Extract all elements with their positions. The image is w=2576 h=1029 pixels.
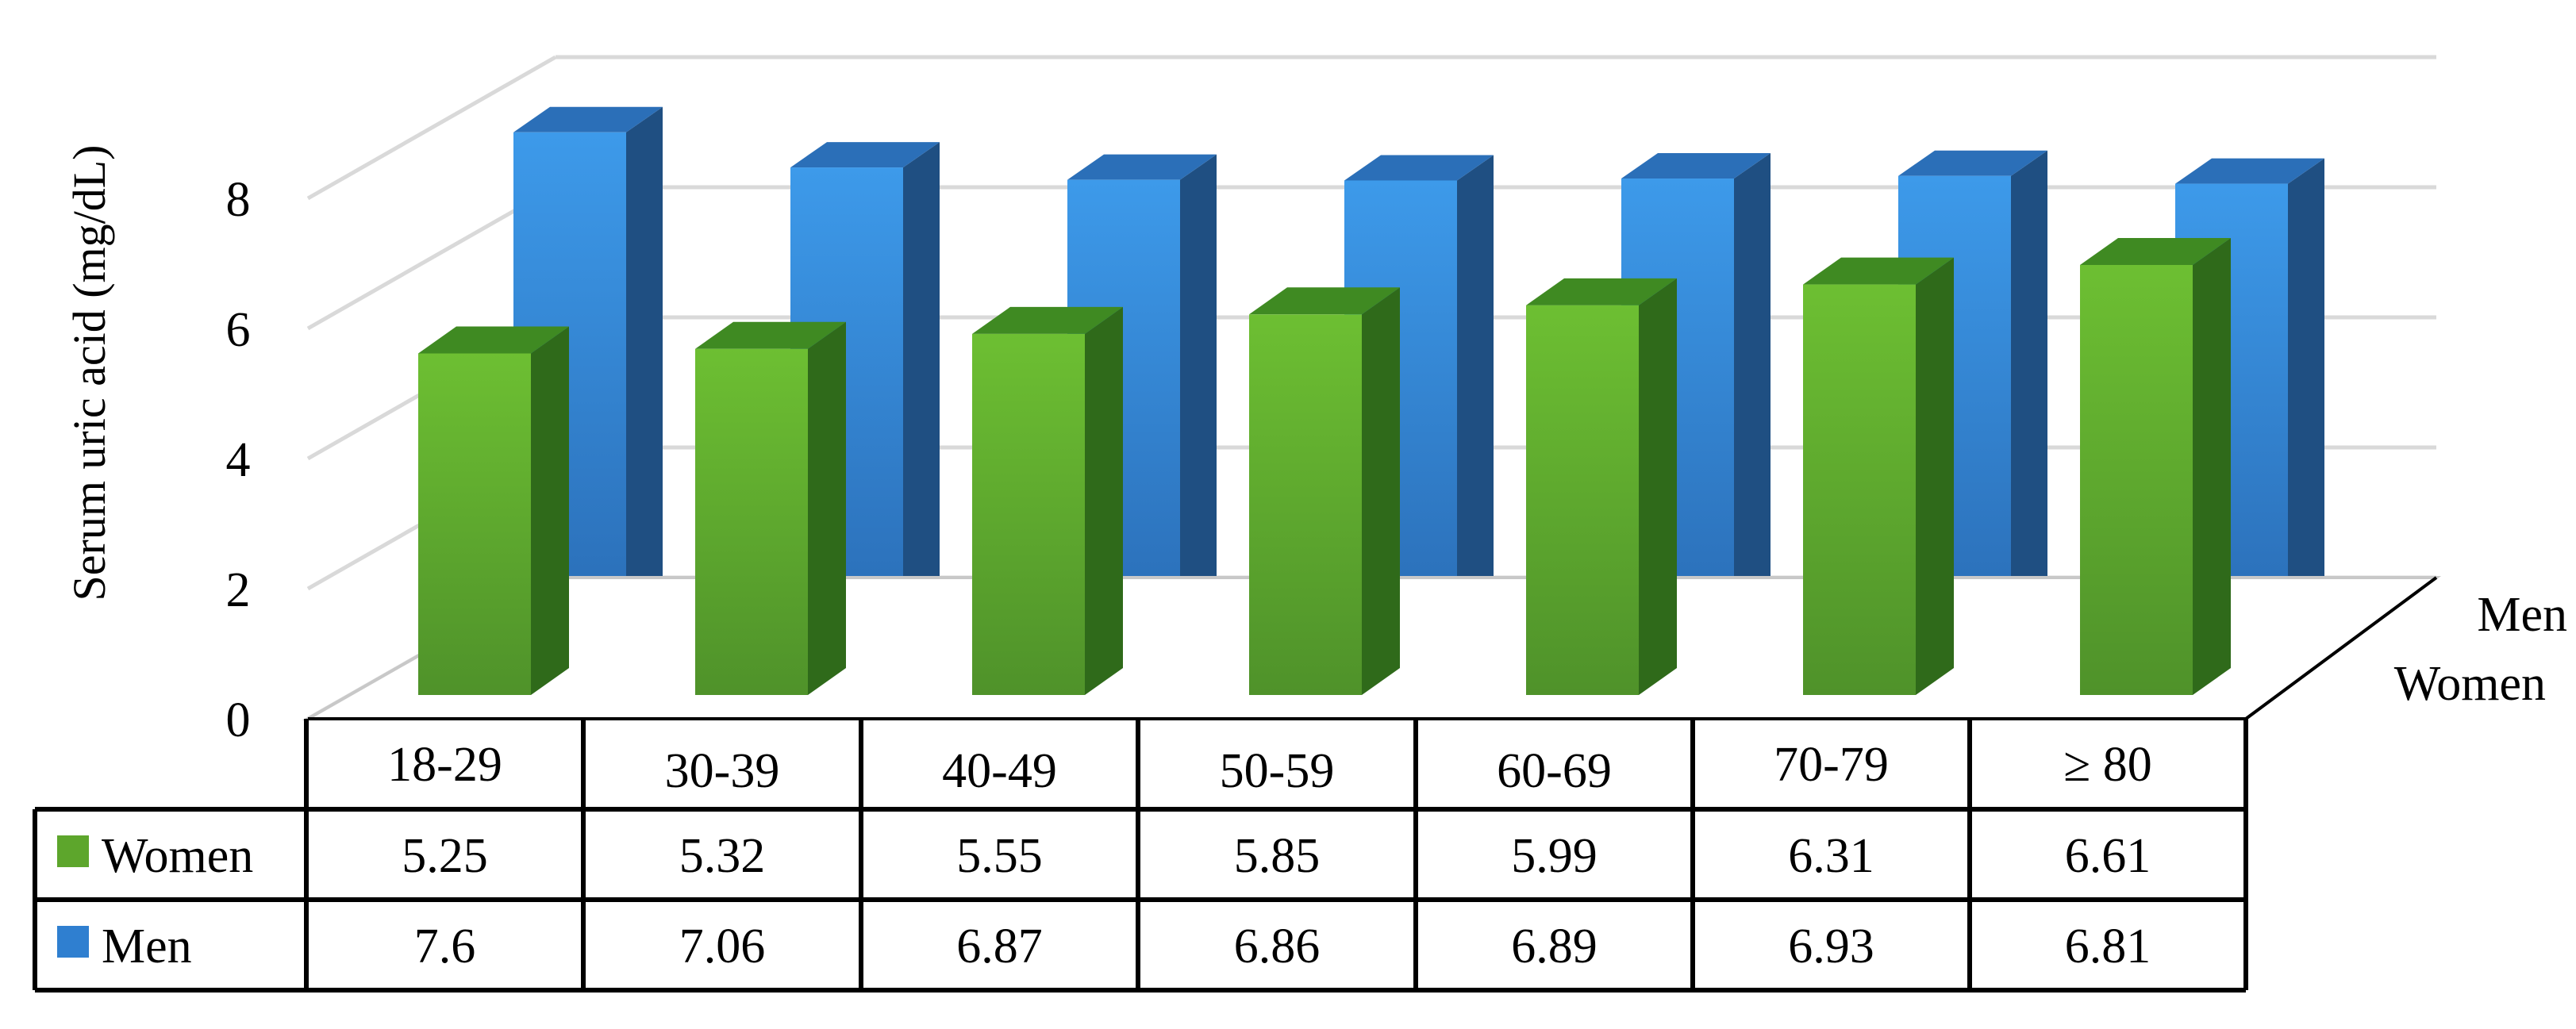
table-value-cell: 6.61 xyxy=(2065,829,2151,883)
y-tick-label: 2 xyxy=(226,563,251,617)
table-header-cell: 30-39 xyxy=(665,744,780,798)
bar-top xyxy=(1803,257,1954,285)
y-tick-label: 6 xyxy=(226,303,251,357)
bar-top xyxy=(1526,278,1677,305)
bar-side xyxy=(1362,287,1400,695)
bar-women-4049 xyxy=(972,306,1123,695)
table-value-cell: 5.85 xyxy=(1234,829,1321,883)
table-value-cell: 6.89 xyxy=(1511,920,1598,973)
table-value-cell: 6.86 xyxy=(1234,920,1321,973)
table-value-cell: 6.93 xyxy=(1788,920,1874,973)
bar-women-7079 xyxy=(1803,257,1954,696)
table-value-cell: 6.31 xyxy=(1788,829,1874,883)
bar-top xyxy=(1249,287,1400,315)
bar-front xyxy=(2080,264,2193,696)
depth-label-men: Men xyxy=(2477,588,2567,642)
bar-side xyxy=(1734,153,1771,627)
bar-top xyxy=(513,106,663,132)
floor-side-edge xyxy=(2244,576,2438,720)
bar-women-80 xyxy=(2080,237,2231,696)
women-series xyxy=(418,237,2231,696)
table-value-cell: 5.99 xyxy=(1511,829,1598,883)
bar-front xyxy=(1526,305,1639,695)
y-axis-title: Serum uric acid (mg/dL) xyxy=(63,145,115,601)
bar-women-6069 xyxy=(1526,278,1677,695)
bar-side xyxy=(1085,306,1123,695)
bar-women-3039 xyxy=(695,321,846,695)
table-value-cell: 5.25 xyxy=(402,829,488,883)
bar-side xyxy=(1180,154,1217,627)
bar-front xyxy=(972,333,1085,695)
bar-top xyxy=(2175,158,2324,184)
bar-side xyxy=(626,106,663,628)
table-header-cell: 40-49 xyxy=(942,744,1057,798)
bar-side xyxy=(1639,278,1677,695)
bar-top xyxy=(418,326,569,354)
table-header-cell: 18-29 xyxy=(387,738,502,792)
bar-top xyxy=(1621,153,1771,179)
bar-side xyxy=(2193,237,2231,696)
table-value-cell: 7.6 xyxy=(414,920,476,973)
bar-top xyxy=(1344,155,1494,181)
bar-women-5059 xyxy=(1249,287,1400,695)
table-value-cell: 5.32 xyxy=(679,829,766,883)
bar-side xyxy=(1916,257,1954,696)
y-tick-label: 8 xyxy=(226,173,251,227)
table-row-label: Women xyxy=(102,829,253,883)
table-header-cell: ≥ 80 xyxy=(2063,738,2152,792)
table-value-cell: 6.87 xyxy=(956,920,1043,973)
bar-side xyxy=(903,142,940,627)
bar-top xyxy=(972,306,1123,334)
axis-layer: 0 2 4 6 8 Serum uric acid (mg/dL) Men Women xyxy=(63,145,2567,748)
table-value-cell: 5.55 xyxy=(956,829,1043,883)
depth-label-women: Women xyxy=(2394,657,2546,711)
table-header-cell: 60-69 xyxy=(1497,744,1612,798)
bar-top xyxy=(1898,150,2047,176)
table-header-cell: 70-79 xyxy=(1774,738,1889,792)
legend-key-women xyxy=(57,835,89,867)
bar-side xyxy=(808,321,846,695)
legend-key-men xyxy=(57,926,89,958)
bar-side xyxy=(531,326,569,695)
bar-top xyxy=(1067,154,1217,180)
bar-side xyxy=(2011,150,2047,628)
bar-front xyxy=(695,348,808,695)
bar-women-1829 xyxy=(418,326,569,695)
table-row-label: Men xyxy=(102,920,192,973)
bar-top xyxy=(2080,237,2231,265)
y-tick-label: 0 xyxy=(226,693,251,747)
y-tick-label: 4 xyxy=(226,433,251,487)
bar-front xyxy=(1803,284,1916,696)
bar-top xyxy=(695,321,846,349)
bar-front xyxy=(1249,314,1362,695)
bar-top xyxy=(790,142,940,168)
gridline-side xyxy=(306,55,557,201)
bar-side xyxy=(2288,158,2324,627)
table-value-cell: 7.06 xyxy=(679,920,766,973)
table-header-cell: 50-59 xyxy=(1220,744,1335,798)
bar-front xyxy=(418,353,531,695)
bar-side xyxy=(1457,155,1494,628)
data-table: 18-29 30-39 40-49 50-59 60-69 70-79 ≥ 80 Women 5… xyxy=(33,719,2248,993)
table-value-cell: 6.81 xyxy=(2065,920,2151,973)
